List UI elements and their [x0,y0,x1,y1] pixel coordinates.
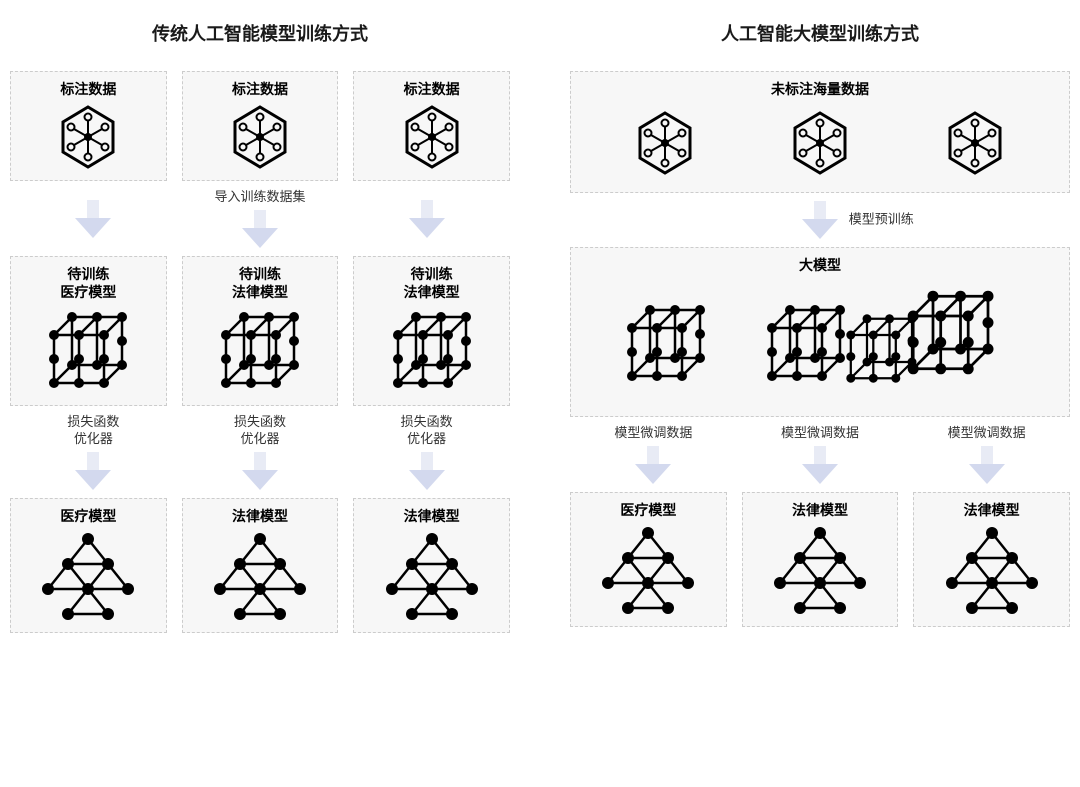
network-graph-icon [33,529,143,624]
box-label: 待训练医疗模型 [60,265,116,301]
network-graph-icon [593,523,703,618]
network-graph-icon [377,529,487,624]
arrow-caption: 模型预训练 [849,212,914,229]
data-box: 标注数据 [182,71,339,181]
unlabeled-data-box: 未标注海量数据 [570,71,1070,193]
right-panel: 人工智能大模型训练方式 未标注海量数据 模型预训练 大模型 模型微调数 [570,20,1070,767]
result-box: 法律模型 [742,492,899,627]
arrow-caption: 损失函数优化器 [234,414,286,448]
arrow-caption: 模型微调数据 [948,425,1026,442]
box-label: 待训练法律模型 [404,265,460,301]
cube-lattice-icon [42,305,134,397]
left-panel: 传统人工智能模型训练方式 标注数据 标注数据 标注数据 导入训练数据集 [10,20,510,767]
box-label: 标注数据 [60,80,116,98]
left-result-row: 医疗模型 法律模型 法律模型 [10,498,510,633]
down-arrow-icon [409,200,445,238]
right-title: 人工智能大模型训练方式 [721,20,919,46]
train-box: 待训练法律模型 [182,256,339,406]
box-label: 标注数据 [232,80,288,98]
train-box: 待训练医疗模型 [10,256,167,406]
hexagon-network-icon [225,102,295,172]
box-label: 医疗模型 [620,501,676,519]
arrow-caption: 模型微调数据 [781,425,859,442]
down-arrow-icon [635,446,671,484]
box-label: 法律模型 [232,507,288,525]
cube-lattice-icon [214,305,306,397]
left-title: 传统人工智能模型训练方式 [152,20,368,46]
cube-lattice-icon [386,305,478,397]
result-box: 医疗模型 [570,492,727,627]
right-result-row: 医疗模型 法律模型 法律模型 [570,492,1070,627]
network-graph-icon [937,523,1047,618]
down-arrow-icon [242,452,278,490]
hexagon-network-icon [630,108,700,178]
arrow-caption: 导入训练数据集 [215,189,306,206]
box-label: 法律模型 [404,507,460,525]
left-arrow-row-2: 损失函数优化器 损失函数优化器 损失函数优化器 [10,414,510,490]
hexagon-network-icon [53,102,123,172]
arrow-caption: 模型微调数据 [614,425,692,442]
right-arrow-row-2: 模型微调数据 模型微调数据 模型微调数据 [570,425,1070,484]
left-arrow-row-1: 导入训练数据集 [10,189,510,248]
arrow-caption: 损失函数优化器 [67,414,119,448]
down-arrow-icon [75,200,111,238]
result-box: 法律模型 [182,498,339,633]
data-box: 标注数据 [353,71,510,181]
hexagon-network-icon [785,108,855,178]
right-arrow-row-1: 模型预训练 [570,201,1070,239]
box-label: 未标注海量数据 [771,80,869,98]
data-box: 标注数据 [10,71,167,181]
big-model-box: 大模型 [570,247,1070,417]
box-label: 标注数据 [404,80,460,98]
box-label: 待训练法律模型 [232,265,288,301]
arrow-caption: 损失函数优化器 [401,414,453,448]
hexagon-network-icon [397,102,467,172]
result-box: 法律模型 [913,492,1070,627]
down-arrow-icon [409,452,445,490]
hexagon-network-icon [940,108,1010,178]
down-arrow-icon [242,210,278,248]
left-data-row: 标注数据 标注数据 标注数据 [10,71,510,181]
result-box: 法律模型 [353,498,510,633]
network-graph-icon [205,529,315,624]
left-train-row: 待训练医疗模型 待训练法律模型 待训练法律模型 [10,256,510,406]
box-label: 大模型 [799,256,841,274]
big-lattice-icon [610,278,1030,408]
box-label: 医疗模型 [60,507,116,525]
down-arrow-icon [802,446,838,484]
box-label: 法律模型 [964,501,1020,519]
train-box: 待训练法律模型 [353,256,510,406]
result-box: 医疗模型 [10,498,167,633]
down-arrow-icon [802,201,838,239]
down-arrow-icon [75,452,111,490]
network-graph-icon [765,523,875,618]
down-arrow-icon [969,446,1005,484]
box-label: 法律模型 [792,501,848,519]
